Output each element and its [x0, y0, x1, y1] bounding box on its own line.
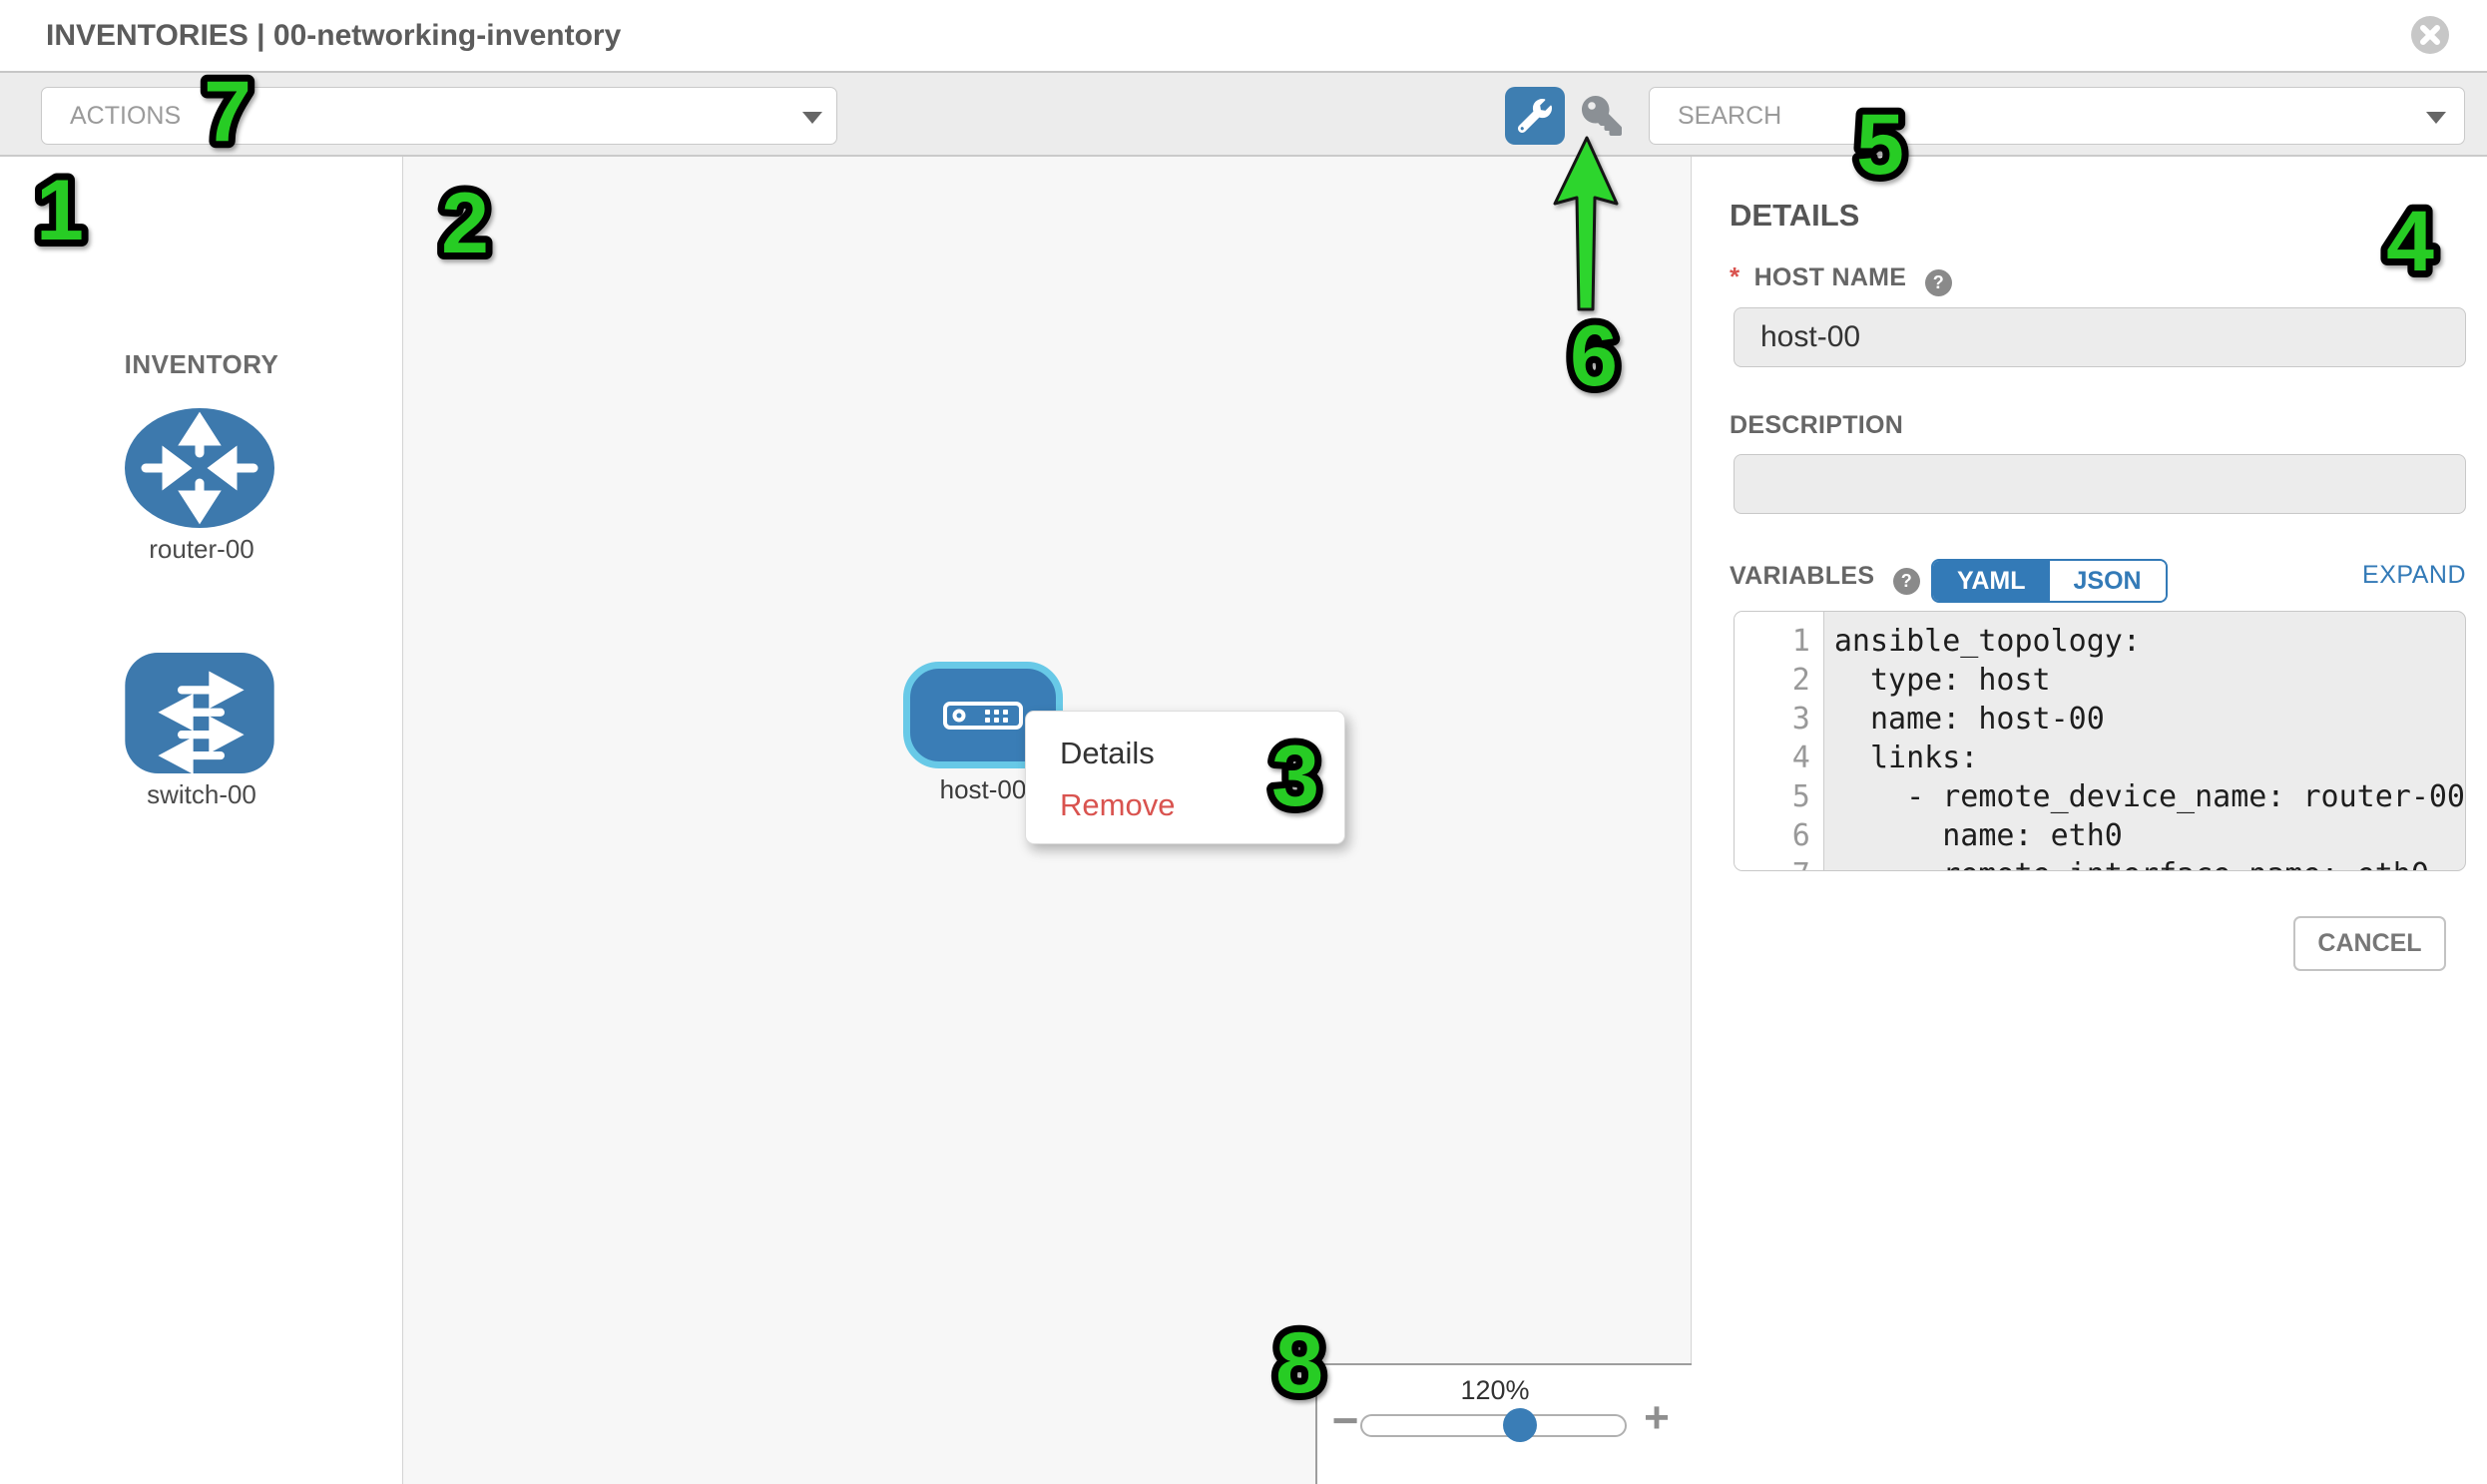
code-line: type: host — [1833, 663, 2051, 698]
variables-code-editor[interactable]: 1 2 3 4 5 6 7 ansible_topology: type: ho… — [1734, 611, 2466, 871]
description-input[interactable] — [1734, 454, 2466, 514]
palette-item-router-label: router-00 — [149, 534, 254, 564]
toolbar-tools-button[interactable] — [1505, 87, 1565, 145]
wrench-icon — [1518, 99, 1552, 133]
editor-code-area[interactable]: ansible_topology: type: host name: host-… — [1824, 612, 2465, 870]
context-menu-item-details[interactable]: Details — [1060, 736, 1155, 770]
editor-line-numbers: 1 2 3 4 5 6 7 — [1735, 612, 1824, 870]
toggle-yaml[interactable]: YAML — [1933, 561, 2050, 601]
host-name-input[interactable] — [1734, 307, 2466, 367]
help-icon[interactable]: ? — [1892, 568, 1920, 595]
close-x-glyph — [2420, 25, 2440, 45]
palette-item-switch-label: switch-00 — [147, 779, 256, 809]
code-line: name: host-00 — [1833, 702, 2105, 737]
line-number: 7 — [1735, 855, 1823, 870]
search-dropdown[interactable]: SEARCH — [1649, 87, 2465, 145]
close-icon[interactable] — [2411, 16, 2449, 54]
palette-item-switch[interactable] — [125, 653, 274, 774]
host-name-field-row: * HOST NAME ? — [1730, 261, 1952, 296]
code-line: links: — [1833, 741, 1979, 775]
variables-row: VARIABLES ? — [1730, 562, 1920, 595]
router-icon — [125, 408, 274, 528]
annotation-4: 4 — [2379, 187, 2441, 294]
code-line: ansible_topology: — [1833, 624, 2141, 659]
line-number: 5 — [1791, 779, 1810, 814]
variables-label: VARIABLES — [1730, 562, 1875, 590]
zoom-slider-track[interactable] — [1360, 1414, 1627, 1437]
canvas-node-host-label: host-00 — [939, 774, 1027, 804]
description-label: DESCRIPTION — [1730, 411, 1904, 439]
device-palette-panel: INVENTORY router-00 — [0, 157, 403, 1484]
title-bar: INVENTORIES | 00-networking-inventory — [0, 0, 2487, 73]
actions-dropdown[interactable]: ACTIONS — [41, 87, 837, 145]
key-icon — [1582, 96, 1622, 136]
switch-icon — [125, 653, 274, 774]
variables-format-toggle: YAML JSON — [1931, 559, 2168, 603]
line-number: 1 — [1791, 624, 1810, 659]
palette-title: INVENTORY — [124, 349, 279, 379]
svg-text:4: 4 — [2386, 194, 2434, 289]
details-panel-title: DETAILS — [1730, 198, 1860, 233]
search-dropdown-label: SEARCH — [1678, 102, 1782, 130]
line-number: 2 — [1791, 663, 1810, 698]
zoom-slider-thumb[interactable] — [1503, 1408, 1537, 1442]
line-number: 4 — [1791, 741, 1810, 775]
toolbar-credentials-button[interactable] — [1575, 90, 1629, 142]
help-icon[interactable]: ? — [1924, 269, 1952, 296]
host-server-icon — [943, 701, 1023, 730]
chevron-down-icon — [2426, 112, 2446, 124]
context-menu-item-remove[interactable]: Remove — [1060, 787, 1176, 822]
code-line: name: eth0 — [1833, 818, 2123, 853]
actions-dropdown-label: ACTIONS — [70, 102, 182, 130]
zoom-level-value: 120% — [1460, 1375, 1530, 1405]
code-line: - remote_device_name: router-00 — [1833, 779, 2465, 814]
cancel-button[interactable]: CANCEL — [2293, 916, 2446, 971]
line-number: 3 — [1791, 702, 1810, 737]
line-number: 6 — [1791, 818, 1810, 853]
zoom-in-button[interactable]: + — [1644, 1393, 1670, 1442]
page-title: INVENTORIES | 00-networking-inventory — [46, 19, 622, 52]
expand-link[interactable]: EXPAND — [2362, 561, 2466, 589]
host-name-label: HOST NAME — [1753, 263, 1907, 291]
code-line: remote_interface_name: eth0 — [1834, 855, 2465, 870]
node-context-menu: Details Remove — [1025, 711, 1345, 844]
palette-item-router[interactable] — [125, 408, 274, 528]
chevron-down-icon — [802, 112, 822, 124]
required-asterisk: * — [1730, 261, 1741, 291]
zoom-out-button[interactable]: − — [1331, 1394, 1359, 1446]
toggle-json[interactable]: JSON — [2049, 561, 2166, 601]
